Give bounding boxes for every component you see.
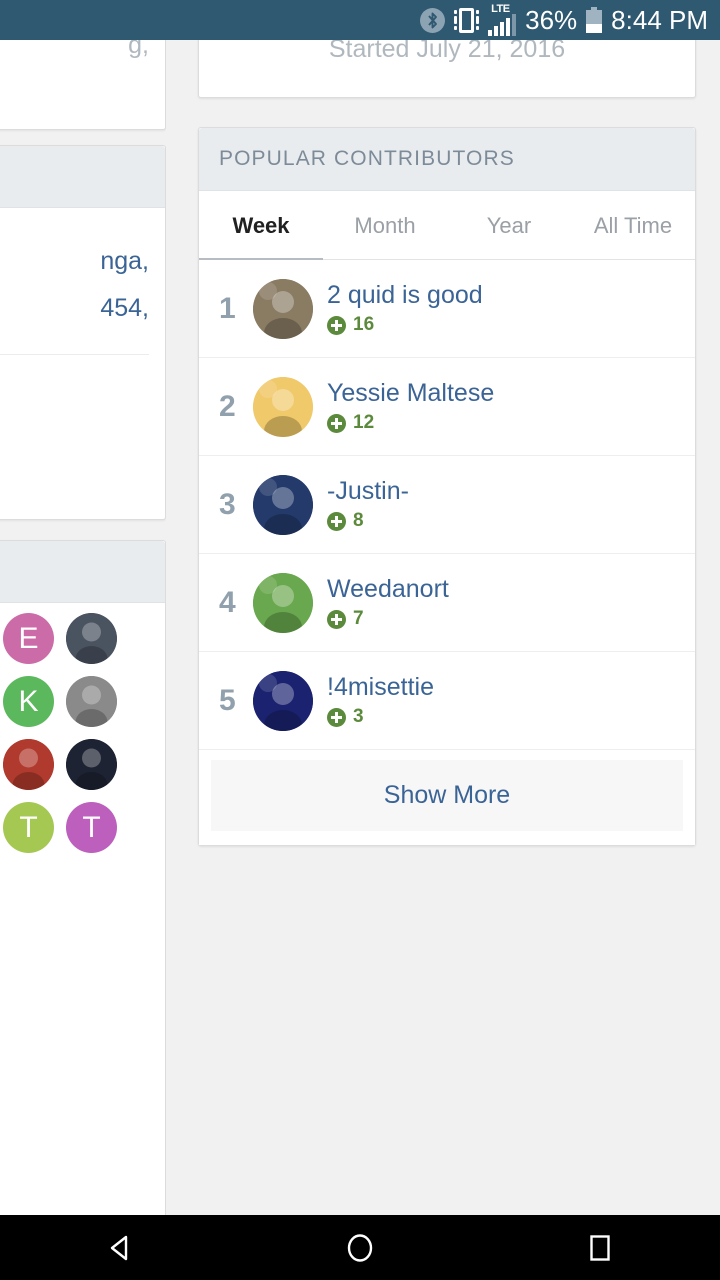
avatar-santa-hat[interactable] bbox=[253, 278, 313, 339]
vibrate-icon bbox=[454, 7, 480, 33]
left-top-card[interactable]: g, bbox=[0, 32, 166, 130]
contributor-info: !4misettie 3 bbox=[327, 673, 434, 728]
tab-label: All Time bbox=[593, 213, 673, 238]
battery-icon bbox=[586, 7, 603, 33]
contributor-username-link[interactable]: -Justin- bbox=[327, 477, 409, 505]
contributors-list: 1 2 quid is good 16 2 Yessie Maltese 12 3 -Just… bbox=[199, 260, 695, 750]
score-value: 16 bbox=[353, 314, 375, 335]
show-more-button[interactable]: Show More bbox=[211, 760, 683, 831]
left-middle-card-divider bbox=[0, 354, 149, 355]
contributors-card-title: POPULAR CONTRIBUTORS bbox=[219, 147, 515, 170]
left-middle-card-line1: nga, bbox=[100, 247, 149, 275]
score-value: 12 bbox=[353, 412, 375, 433]
signal-bars-icon: LTE bbox=[488, 3, 517, 36]
plus-circle-icon bbox=[327, 413, 346, 433]
tab-label: Week bbox=[232, 213, 290, 238]
show-more-container: Show More bbox=[199, 750, 695, 845]
table-row[interactable]: 2 Yessie Maltese 12 bbox=[199, 358, 695, 456]
table-row[interactable]: 4 Weedanort 7 bbox=[199, 554, 695, 652]
contributor-score: 7 bbox=[327, 608, 449, 630]
bluetooth-icon bbox=[420, 7, 446, 33]
rank-number: 1 bbox=[219, 291, 236, 325]
contributor-score: 16 bbox=[327, 314, 483, 336]
contributor-username-link[interactable]: Weedanort bbox=[327, 575, 449, 603]
avatar-grayscale-creature[interactable] bbox=[66, 676, 117, 727]
table-row[interactable]: 1 2 quid is good 16 bbox=[199, 260, 695, 358]
left-members-card[interactable]: EKSTT bbox=[0, 540, 166, 1215]
left-members-card-header bbox=[0, 541, 165, 603]
network-type-label: LTE bbox=[491, 3, 510, 15]
avatar-metal-sonic[interactable] bbox=[253, 670, 313, 731]
contributor-score: 12 bbox=[327, 412, 494, 434]
contributor-username-link[interactable]: Yessie Maltese bbox=[327, 379, 495, 407]
avatar-initial-t-green[interactable]: T bbox=[3, 802, 54, 853]
contributor-info: -Justin- 8 bbox=[327, 477, 409, 532]
popular-contributors-card: POPULAR CONTRIBUTORS Week Month Year All Ti… bbox=[198, 127, 696, 846]
plus-circle-icon bbox=[327, 511, 346, 531]
score-value: 3 bbox=[353, 706, 364, 727]
tab-label: Year bbox=[486, 213, 532, 238]
avatar-initial-k[interactable]: K bbox=[3, 676, 54, 727]
avatar-grid: EKSTT bbox=[0, 603, 165, 932]
avatar-dragon[interactable] bbox=[66, 613, 117, 664]
battery-percent-label: 36% bbox=[525, 5, 578, 35]
contributor-info: Yessie Maltese 12 bbox=[327, 379, 494, 434]
contributor-username-link[interactable]: !4misettie bbox=[327, 673, 434, 701]
plus-circle-icon bbox=[327, 315, 346, 335]
contributor-score: 3 bbox=[327, 706, 434, 728]
avatar-red-hair[interactable] bbox=[3, 739, 54, 790]
tab-label: Month bbox=[354, 213, 416, 238]
status-bar: LTE 36% 8:44 PM bbox=[0, 0, 720, 40]
plus-circle-icon bbox=[327, 609, 346, 629]
rank-number: 3 bbox=[219, 487, 236, 521]
left-middle-card-header bbox=[0, 146, 165, 208]
rank-number: 2 bbox=[219, 389, 236, 423]
clock-label: 8:44 PM bbox=[611, 5, 708, 35]
avatar-dark-mage[interactable] bbox=[66, 739, 117, 790]
table-row[interactable]: 3 -Justin- 8 bbox=[199, 456, 695, 554]
avatar-blonde-chibi[interactable] bbox=[253, 376, 313, 437]
tab-all-time[interactable]: All Time bbox=[571, 191, 695, 259]
timeframe-tabs: Week Month Year All Time bbox=[199, 191, 695, 260]
table-row[interactable]: 5 !4misettie 3 bbox=[199, 652, 695, 750]
contributors-card-header: POPULAR CONTRIBUTORS bbox=[199, 128, 695, 191]
contributor-info: 2 quid is good 16 bbox=[327, 281, 483, 336]
left-middle-card-line2: 454, bbox=[100, 294, 149, 322]
rank-number: 4 bbox=[219, 585, 236, 619]
tab-year[interactable]: Year bbox=[447, 191, 571, 259]
tab-week[interactable]: Week bbox=[199, 191, 323, 260]
contributor-score: 8 bbox=[327, 510, 409, 532]
started-date-card[interactable]: Started July 21, 2016 bbox=[198, 32, 696, 98]
score-value: 7 bbox=[353, 608, 364, 629]
avatar-night-sky-character[interactable] bbox=[253, 474, 313, 535]
android-nav-bar bbox=[0, 1215, 720, 1280]
avatar-initial-e[interactable]: E bbox=[3, 613, 54, 664]
score-value: 8 bbox=[353, 510, 364, 531]
recents-square-icon[interactable] bbox=[540, 1231, 660, 1265]
left-middle-card[interactable]: nga, 454, bbox=[0, 145, 166, 520]
rank-number: 5 bbox=[219, 683, 236, 717]
contributor-username-link[interactable]: 2 quid is good bbox=[327, 281, 483, 309]
back-triangle-icon[interactable] bbox=[60, 1231, 180, 1265]
plus-circle-icon bbox=[327, 707, 346, 727]
main-column: Started July 21, 2016 POPULAR CONTRIBUTO… bbox=[198, 0, 696, 846]
tab-month[interactable]: Month bbox=[323, 191, 447, 259]
home-circle-icon[interactable] bbox=[300, 1231, 420, 1265]
avatar-gasmask-green[interactable] bbox=[253, 572, 313, 633]
contributor-info: Weedanort 7 bbox=[327, 575, 449, 630]
left-partial-column: g, nga, 454, EKSTT bbox=[0, 0, 166, 1215]
avatar-initial-t-purple[interactable]: T bbox=[66, 802, 117, 853]
